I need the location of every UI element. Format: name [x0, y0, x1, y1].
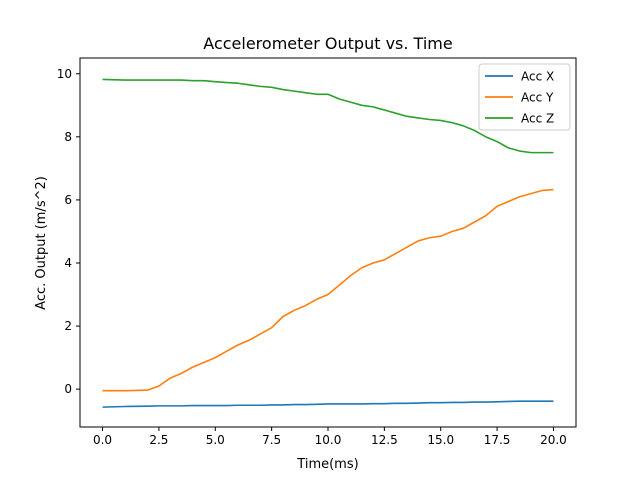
y-axis: 0 2 4 6 8 10 [57, 67, 80, 396]
y-tick-label: 2 [64, 319, 72, 333]
x-tick-label: 0.0 [93, 433, 112, 447]
plot-lines [102, 78, 554, 408]
y-axis-label: Acc. Output (m/s^2) [34, 176, 49, 310]
series-line-0 [102, 400, 554, 408]
y-tick-label: 4 [64, 256, 72, 270]
plot-area-frame [79, 57, 577, 428]
x-tick-label: 17.5 [484, 433, 511, 447]
x-tick-label: 5.0 [206, 433, 225, 447]
series-line-1 [102, 188, 554, 392]
legend-box [478, 63, 571, 131]
x-axis-label: Time(ms) [296, 457, 358, 472]
x-tick-label: 2.5 [149, 433, 168, 447]
x-tick-label: 15.0 [427, 433, 454, 447]
legend-label: Acc Z [521, 112, 554, 126]
x-tick-label: 20.0 [540, 433, 567, 447]
y-tick-label: 0 [64, 382, 72, 396]
x-tick-label: 10.0 [315, 433, 342, 447]
legend-label: Acc Y [521, 91, 554, 105]
y-tick-label: 6 [64, 193, 72, 207]
x-tick-label: 7.5 [262, 433, 281, 447]
legend-label: Acc X [521, 70, 554, 84]
y-tick-label: 8 [64, 130, 72, 144]
x-axis: 0.0 2.5 5.0 7.5 10.0 12.5 15.0 17.5 20.0 [93, 427, 567, 447]
y-tick-label: 10 [57, 67, 72, 81]
x-tick-label: 12.5 [371, 433, 398, 447]
series-line-2 [102, 78, 554, 154]
legend: Acc X Acc Y Acc Z [478, 63, 571, 131]
chart-title: Accelerometer Output vs. Time [203, 34, 452, 53]
